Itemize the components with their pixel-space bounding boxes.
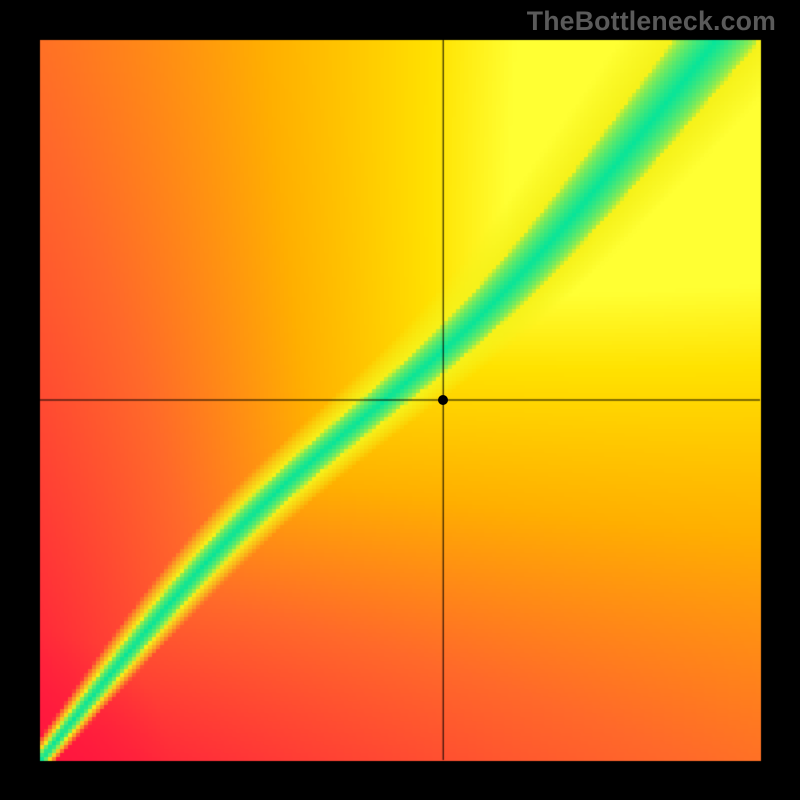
watermark-text: TheBottleneck.com: [527, 6, 776, 37]
figure-root: TheBottleneck.com: [0, 0, 800, 800]
heatmap-canvas: [0, 0, 800, 800]
crosshair-marker: [438, 395, 448, 405]
